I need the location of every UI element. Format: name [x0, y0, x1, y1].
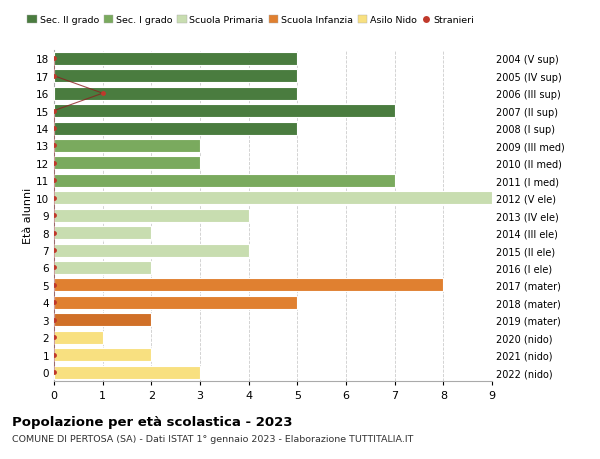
- Bar: [54, 348, 151, 361]
- Bar: [54, 244, 248, 257]
- Bar: [54, 140, 200, 153]
- Bar: [54, 53, 298, 66]
- Bar: [54, 157, 200, 170]
- Bar: [54, 279, 443, 292]
- Bar: [54, 70, 298, 83]
- Bar: [54, 366, 200, 379]
- Bar: [54, 313, 151, 327]
- Y-axis label: Età alunni: Età alunni: [23, 188, 33, 244]
- Bar: [54, 261, 151, 274]
- Bar: [54, 209, 248, 222]
- Bar: [54, 331, 103, 344]
- Bar: [54, 174, 395, 187]
- Legend: Sec. II grado, Sec. I grado, Scuola Primaria, Scuola Infanzia, Asilo Nido, Stran: Sec. II grado, Sec. I grado, Scuola Prim…: [23, 12, 478, 29]
- Bar: [54, 296, 298, 309]
- Text: Popolazione per età scolastica - 2023: Popolazione per età scolastica - 2023: [12, 415, 293, 428]
- Bar: [54, 88, 298, 101]
- Bar: [54, 227, 151, 240]
- Bar: [54, 105, 395, 118]
- Bar: [54, 122, 298, 135]
- Text: COMUNE DI PERTOSA (SA) - Dati ISTAT 1° gennaio 2023 - Elaborazione TUTTITALIA.IT: COMUNE DI PERTOSA (SA) - Dati ISTAT 1° g…: [12, 434, 413, 443]
- Bar: [54, 192, 492, 205]
